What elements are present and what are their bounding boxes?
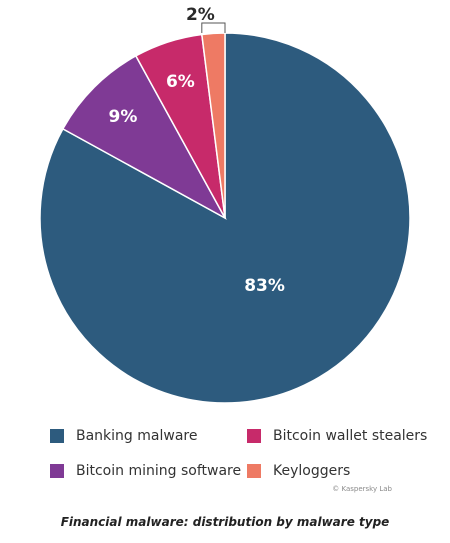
data-label-bitcoin-wallet-stealers: 6%: [166, 72, 195, 92]
legend-item-keyloggers: Keyloggers: [247, 463, 350, 479]
pie-slice-bitcoin-mining-software: [61, 54, 227, 220]
data-label-banking-malware: 83%: [244, 276, 285, 296]
legend-item-banking-malware: Banking malware: [50, 428, 197, 444]
copyright-credit: © Kaspersky Lab: [332, 485, 392, 493]
legend-swatch-keyloggers: [247, 464, 261, 478]
legend-label-keyloggers: Keyloggers: [273, 463, 351, 479]
legend-label-bitcoin-wallet-stealers: Bitcoin wallet stealers: [273, 428, 428, 444]
legend: Banking malware Bitcoin wallet stealers …: [50, 428, 430, 488]
label-bracket-keyloggers: [201, 22, 226, 33]
data-label-keyloggers: 2%: [186, 5, 215, 25]
data-label-bitcoin-mining-software: 9%: [109, 107, 138, 127]
pie-chart: 83% 9% 6% 2%: [39, 5, 411, 404]
legend-label-banking-malware: Banking malware: [76, 428, 198, 444]
legend-label-bitcoin-mining-software: Bitcoin mining software: [76, 463, 242, 479]
legend-swatch-bitcoin-mining-software: [50, 464, 64, 478]
chart-caption: Financial malware: distribution by malwa…: [60, 515, 390, 529]
legend-swatch-banking-malware: [50, 429, 64, 443]
legend-swatch-bitcoin-wallet-stealers: [247, 429, 261, 443]
legend-item-bitcoin-mining-software: Bitcoin mining software: [50, 463, 241, 479]
legend-item-bitcoin-wallet-stealers: Bitcoin wallet stealers: [247, 428, 427, 444]
